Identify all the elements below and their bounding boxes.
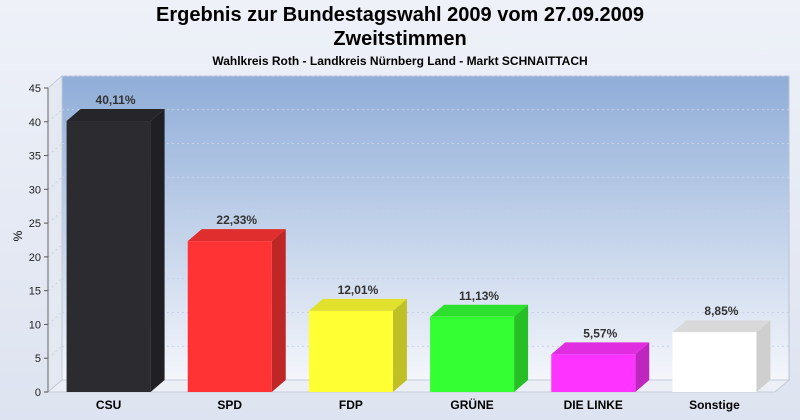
data-label: 22,33% bbox=[216, 213, 257, 227]
gridline bbox=[47, 75, 63, 89]
bar-side bbox=[514, 304, 529, 392]
data-label: 8,85% bbox=[704, 304, 738, 318]
y-tick-label: 40 bbox=[29, 117, 41, 129]
data-label: 40,11% bbox=[96, 93, 136, 107]
gridline bbox=[47, 278, 63, 292]
gridline bbox=[47, 244, 63, 258]
x-tick-label: GRÜNE bbox=[450, 397, 493, 412]
bar-side bbox=[150, 109, 165, 392]
y-tick-label: 0 bbox=[35, 387, 41, 399]
bar-top bbox=[308, 298, 407, 311]
x-tick-label: DIE LINKE bbox=[564, 398, 623, 412]
chart-title: Ergebnis zur Bundestagswahl 2009 vom 27.… bbox=[156, 4, 644, 26]
plot-side-wall bbox=[47, 74, 63, 394]
bar-side bbox=[635, 342, 650, 392]
data-label: 5,57% bbox=[583, 326, 617, 340]
bar-side bbox=[271, 229, 286, 392]
bar-spd bbox=[187, 241, 272, 392]
gridline bbox=[47, 109, 63, 123]
bar-top bbox=[551, 342, 650, 355]
chart-subtitle-region: Wahlkreis Roth - Landkreis Nürnberg Land… bbox=[212, 54, 588, 68]
y-tick-label: 30 bbox=[29, 184, 41, 196]
gridline bbox=[47, 176, 63, 190]
data-label: 11,13% bbox=[459, 289, 499, 303]
x-tick-label: Sonstige bbox=[689, 398, 740, 412]
gridline bbox=[47, 312, 63, 325]
bar-fdp bbox=[308, 310, 393, 392]
gridline bbox=[47, 143, 63, 156]
chart-subtitle: Zweitstimmen bbox=[333, 28, 467, 50]
y-tick-label: 25 bbox=[29, 218, 41, 230]
bar-side bbox=[392, 298, 407, 392]
bar-gr-ne bbox=[430, 316, 515, 392]
bar-side bbox=[756, 320, 771, 392]
y-axis-label: % bbox=[11, 230, 25, 241]
y-tick-label: 5 bbox=[35, 353, 41, 365]
gridline bbox=[47, 345, 63, 359]
y-tick-label: 15 bbox=[29, 286, 41, 298]
y-tick-label: 10 bbox=[29, 319, 41, 331]
x-tick-label: CSU bbox=[96, 398, 121, 412]
bar-top bbox=[672, 320, 771, 333]
gridline bbox=[47, 210, 63, 224]
y-tick-label: 45 bbox=[29, 83, 41, 95]
bar-die-linke bbox=[551, 354, 636, 392]
bar-sonstige bbox=[672, 332, 757, 392]
bar-top bbox=[66, 109, 165, 122]
data-label: 12,01% bbox=[338, 283, 379, 297]
bar-top bbox=[430, 304, 529, 317]
x-tick-label: FDP bbox=[339, 398, 363, 412]
plot-back-wall bbox=[61, 75, 790, 381]
x-tick-label: SPD bbox=[217, 398, 242, 412]
y-tick-label: 20 bbox=[29, 252, 41, 264]
bar-top bbox=[187, 229, 286, 242]
y-tick-label: 35 bbox=[29, 151, 41, 163]
bar-csu bbox=[66, 121, 151, 392]
